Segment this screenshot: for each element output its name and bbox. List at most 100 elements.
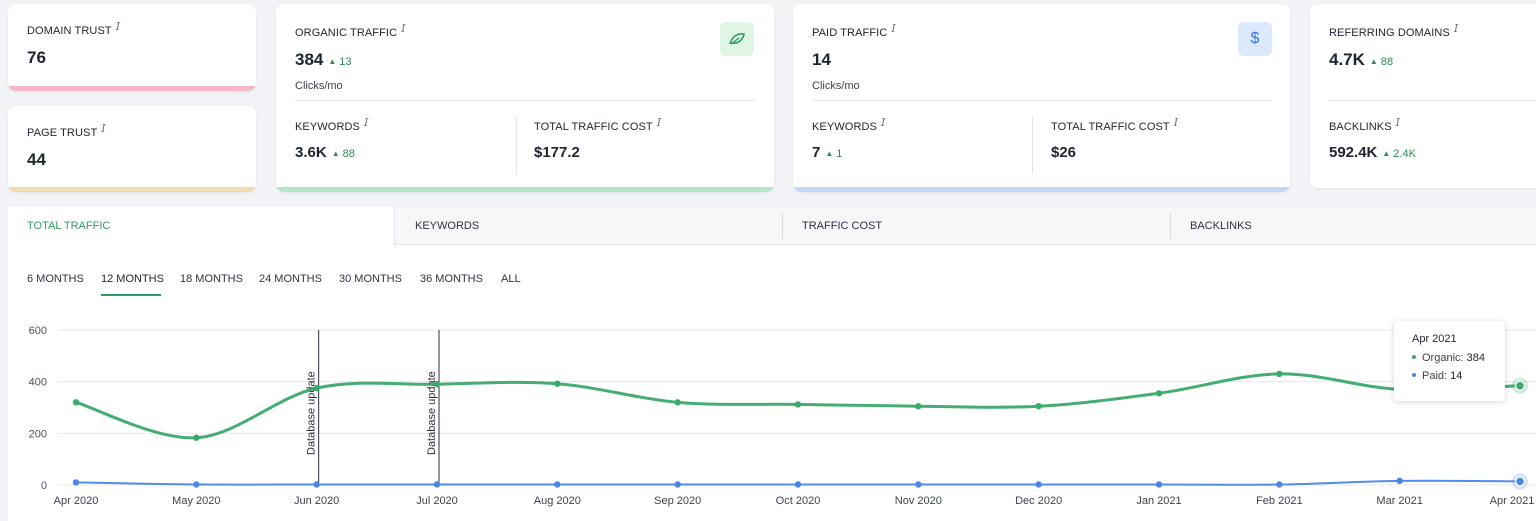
referring-domains-value: 4.7K (1329, 50, 1365, 69)
x-tick-label: May 2020 (172, 495, 220, 507)
organic-traffic-unit: Clicks/mo (295, 80, 343, 92)
tooltip-organic-row: Organic: 384 (1412, 352, 1505, 364)
period-active-underline (101, 294, 161, 296)
paid-point (1035, 481, 1042, 488)
paid-cost-label: TOTAL TRAFFIC COST (1051, 121, 1170, 133)
period-all[interactable]: ALL (501, 273, 521, 285)
tab-keywords[interactable]: KEYWORDS (415, 220, 480, 232)
info-icon[interactable]: i (656, 116, 662, 129)
organic-traffic-bar (276, 187, 774, 192)
paid-point (1396, 477, 1403, 485)
x-tick-label: Jan 2021 (1136, 495, 1181, 507)
period-36-months[interactable]: 36 MONTHS (420, 273, 483, 285)
backlinks-label: BACKLINKS (1329, 121, 1392, 133)
info-icon[interactable]: i (1395, 116, 1401, 129)
x-tick-label: Mar 2021 (1376, 495, 1422, 507)
info-icon[interactable]: i (1453, 22, 1459, 35)
x-tick-label: Feb 2021 (1256, 495, 1302, 507)
organic-point (915, 403, 922, 410)
x-tick-label: Apr 2020 (54, 495, 99, 507)
paid-point (1155, 481, 1163, 488)
page-trust-card: PAGE TRUST i 44 (8, 106, 256, 192)
period-6-months[interactable]: 6 MONTHS (27, 273, 84, 285)
x-tick-label: Jul 2020 (416, 495, 458, 507)
info-icon[interactable]: i (880, 116, 886, 129)
organic-traffic-delta: ▲ 13 (328, 56, 352, 68)
annotation-label: Database update (426, 371, 438, 455)
paid-traffic-bar (793, 187, 1290, 192)
organic-traffic-value: 384 (295, 50, 324, 69)
paid-keywords-value: 7 (812, 144, 821, 161)
paid-keywords-label: KEYWORDS (812, 121, 877, 133)
annotation-label: Database update (306, 371, 318, 455)
organic-point (1035, 403, 1042, 410)
domain-trust-card: DOMAIN TRUST i 76 (8, 4, 256, 91)
organic-keywords-delta: ▲ 88 (331, 148, 355, 160)
organic-cost-value: $177.2 (534, 144, 580, 161)
paid-traffic-unit: Clicks/mo (812, 80, 860, 92)
paid-point (193, 481, 200, 488)
y-tick-label: 200 (29, 428, 47, 440)
leaf-icon (720, 22, 754, 56)
paid-point (915, 481, 922, 488)
info-icon[interactable]: i (1173, 116, 1179, 129)
info-icon[interactable]: i (891, 22, 896, 35)
paid-point (72, 479, 80, 486)
organic-point (72, 399, 80, 406)
organic-traffic-card: ORGANIC TRAFFIC i 384 ▲ 13 Clicks/mo KEYWOR… (276, 4, 774, 192)
paid-point (554, 481, 561, 488)
page-trust-value: 44 (27, 150, 46, 169)
organic-point (1155, 390, 1163, 397)
organic-point (193, 434, 200, 441)
paid-point (674, 481, 681, 488)
paid-point (794, 481, 802, 488)
x-tick-label: Dec 2020 (1015, 495, 1062, 507)
backlinks-value: 592.4K (1329, 144, 1378, 161)
y-tick-label: 0 (41, 480, 47, 492)
organic-point (1276, 370, 1283, 378)
referring-domains-delta: ▲ 88 (1369, 56, 1394, 68)
period-18-months[interactable]: 18 MONTHS (180, 273, 243, 285)
info-icon[interactable]: i (401, 22, 406, 35)
organic-point (433, 381, 441, 388)
paid-point (313, 481, 320, 488)
info-icon[interactable]: i (115, 20, 121, 33)
paid-point (1514, 476, 1526, 487)
x-tick-label: Sep 2020 (654, 495, 701, 507)
paid-point (1276, 481, 1283, 488)
organic-point (313, 384, 320, 392)
tooltip-title: Apr 2021 (1412, 333, 1457, 345)
y-tick-label: 600 (29, 325, 47, 337)
info-icon[interactable]: i (101, 122, 106, 135)
tab-backlinks[interactable]: BACKLINKS (1190, 220, 1252, 232)
domain-trust-bar (8, 86, 256, 91)
page-trust-bar (8, 187, 256, 192)
x-tick-label: Aug 2020 (534, 495, 581, 507)
domain-trust-value: 76 (27, 48, 46, 67)
period-12-months[interactable]: 12 MONTHS (101, 273, 164, 285)
tab-traffic-cost[interactable]: TRAFFIC COST (802, 220, 883, 232)
paid-point (433, 481, 441, 488)
chart-tabs: TOTAL TRAFFIC KEYWORDS TRAFFIC COST BACK… (8, 207, 1536, 246)
x-tick-label: Apr 2021 (1490, 495, 1535, 507)
chart-tooltip: Apr 2021 Organic: 384 Paid: 14 (1394, 321, 1505, 401)
x-tick-label: Oct 2020 (776, 495, 821, 507)
paid-traffic-label: PAID TRAFFIC (812, 27, 888, 39)
info-icon[interactable]: i (363, 116, 369, 129)
organic-cost-label: TOTAL TRAFFIC COST (534, 121, 653, 133)
period-24-months[interactable]: 24 MONTHS (259, 273, 322, 285)
organic-point (1514, 380, 1526, 392)
paid-keywords-delta: ▲ 1 (825, 148, 843, 160)
organic-keywords-value: 3.6K (295, 144, 327, 161)
domain-trust-label: DOMAIN TRUST (27, 25, 112, 37)
dollar-icon: $ (1238, 22, 1272, 56)
referring-domains-label: REFERRING DOMAINS (1329, 27, 1450, 39)
referring-domains-card: REFERRING DOMAINS i 4.7K ▲ 88 BACKLINKS i 59… (1310, 4, 1536, 188)
organic-point (674, 399, 681, 406)
period-30-months[interactable]: 30 MONTHS (339, 273, 402, 285)
tooltip-paid-row: Paid: 14 (1412, 370, 1505, 382)
tab-total-traffic[interactable]: TOTAL TRAFFIC (8, 207, 395, 246)
traffic-chart-panel: TOTAL TRAFFIC KEYWORDS TRAFFIC COST BACK… (8, 207, 1536, 521)
organic-traffic-label: ORGANIC TRAFFIC (295, 27, 398, 39)
